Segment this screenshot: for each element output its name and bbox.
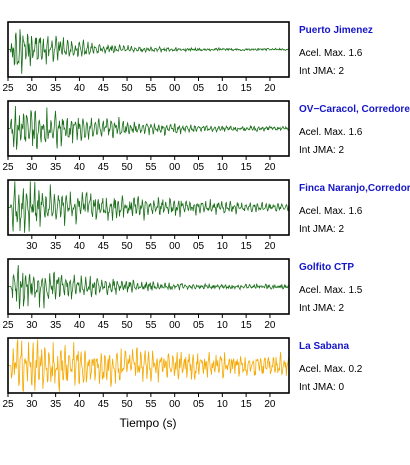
x-tick-label: 50 xyxy=(122,320,134,331)
jma-intensity-label: Int JMA: 2 xyxy=(299,303,344,314)
panel-5: 25 30 35 40 45 50 55 00 05 10 15 20 La Sabana Acel. M… xyxy=(2,337,363,410)
x-tick-label: 45 xyxy=(98,162,110,173)
panel-2: 25 30 35 40 45 50 55 00 05 10 15 20 OV−Caracol, Corr… xyxy=(2,100,410,173)
panel-1: 25 30 35 40 45 50 55 00 05 10 15 20 Puerto Jimenez Ac… xyxy=(2,21,373,94)
x-tick-label: 15 xyxy=(241,83,253,94)
x-tick-label: 05 xyxy=(193,162,205,173)
jma-intensity-label: Int JMA: 2 xyxy=(299,224,344,235)
x-tick-label: 00 xyxy=(169,162,181,173)
x-tick-label: 50 xyxy=(122,162,134,173)
x-tick-label: 05 xyxy=(193,83,205,94)
station-name: Finca Naranjo,Corredores xyxy=(299,183,410,194)
x-tick-label: 45 xyxy=(98,241,110,252)
waveform-line xyxy=(8,181,290,233)
waveform-line xyxy=(8,29,289,74)
x-tick-label: 30 xyxy=(26,83,38,94)
panel-4: 25 30 35 40 45 50 55 00 05 10 15 20 Golfito CTP Acel.… xyxy=(2,258,363,331)
x-tick-label: 00 xyxy=(169,399,181,410)
panel-frame xyxy=(7,179,290,236)
x-tick-label: 45 xyxy=(98,320,110,331)
x-tick-label: 00 xyxy=(169,241,181,252)
waveform-line xyxy=(8,265,289,310)
x-tick-label: 50 xyxy=(122,83,134,94)
acel-max-label: Acel. Max. 1.6 xyxy=(299,127,363,138)
x-tick-label: 55 xyxy=(145,241,157,252)
x-tick-label: 55 xyxy=(145,399,157,410)
jma-intensity-label: Int JMA: 2 xyxy=(299,66,344,77)
seismogram-panels: 25 30 35 40 45 50 55 00 05 10 15 20 Puerto Jimenez Ac… xyxy=(2,21,410,410)
x-tick-label: 45 xyxy=(98,399,110,410)
acel-max-label: Acel. Max. 0.2 xyxy=(299,364,363,375)
x-tick-label: 25 xyxy=(2,399,14,410)
x-tick-label: 35 xyxy=(50,320,62,331)
x-tick-label: 05 xyxy=(193,241,205,252)
x-tick-label: 35 xyxy=(50,83,62,94)
x-tick-label: 15 xyxy=(241,162,253,173)
x-tick-label: 30 xyxy=(26,399,38,410)
x-tick-label: 00 xyxy=(169,320,181,331)
x-tick-label: 20 xyxy=(264,83,276,94)
panel-frame xyxy=(7,100,290,157)
x-tick-label: 20 xyxy=(264,399,276,410)
x-tick-label: 10 xyxy=(217,162,229,173)
x-tick-label: 15 xyxy=(241,399,253,410)
x-tick-label: 15 xyxy=(241,241,253,252)
x-tick-label: 10 xyxy=(217,83,229,94)
x-tick-label: 55 xyxy=(145,83,157,94)
x-tick-label: 35 xyxy=(50,241,62,252)
x-axis-label: Tiempo (s) xyxy=(120,416,177,430)
jma-intensity-label: Int JMA: 0 xyxy=(299,382,344,393)
x-tick-label: 30 xyxy=(26,241,38,252)
x-tick-label: 20 xyxy=(264,320,276,331)
x-tick-label: 30 xyxy=(26,320,38,331)
station-name: Golfito CTP xyxy=(299,262,354,273)
panel-frame xyxy=(7,21,290,78)
x-tick-label: 45 xyxy=(98,83,110,94)
x-tick-label: 25 xyxy=(2,162,14,173)
acel-max-label: Acel. Max. 1.6 xyxy=(299,48,363,59)
x-tick-label: 40 xyxy=(74,241,86,252)
x-tick-label: 25 xyxy=(2,320,14,331)
acel-max-label: Acel. Max. 1.5 xyxy=(299,285,363,296)
x-tick-label: 25 xyxy=(2,83,14,94)
x-tick-label: 55 xyxy=(145,320,157,331)
x-tick-label: 55 xyxy=(145,162,157,173)
x-tick-label: 50 xyxy=(122,241,134,252)
x-tick-label: 40 xyxy=(74,320,86,331)
waveform-line xyxy=(8,339,290,392)
x-tick-label: 15 xyxy=(241,320,253,331)
station-name: OV−Caracol, Corredores xyxy=(299,104,410,115)
panel-3: 30 35 40 45 50 55 00 05 10 15 20 Finca Naranjo,Corr… xyxy=(7,179,410,252)
panel-frame xyxy=(7,258,290,315)
x-tick-label: 35 xyxy=(50,399,62,410)
x-tick-label: 10 xyxy=(217,320,229,331)
jma-intensity-label: Int JMA: 2 xyxy=(299,145,344,156)
x-tick-label: 00 xyxy=(169,83,181,94)
panel-frame xyxy=(7,337,290,394)
x-tick-label: 10 xyxy=(217,399,229,410)
x-tick-label: 05 xyxy=(193,320,205,331)
x-tick-label: 50 xyxy=(122,399,134,410)
x-tick-label: 05 xyxy=(193,399,205,410)
acel-max-label: Acel. Max. 1.6 xyxy=(299,206,363,217)
station-name: Puerto Jimenez xyxy=(299,25,373,36)
x-tick-label: 20 xyxy=(264,241,276,252)
x-tick-label: 40 xyxy=(74,162,86,173)
x-tick-label: 10 xyxy=(217,241,229,252)
station-name: La Sabana xyxy=(299,341,349,352)
x-tick-label: 40 xyxy=(74,399,86,410)
waveform-line xyxy=(8,106,289,150)
x-tick-label: 30 xyxy=(26,162,38,173)
x-tick-label: 35 xyxy=(50,162,62,173)
x-tick-label: 20 xyxy=(264,162,276,173)
x-tick-label: 40 xyxy=(74,83,86,94)
